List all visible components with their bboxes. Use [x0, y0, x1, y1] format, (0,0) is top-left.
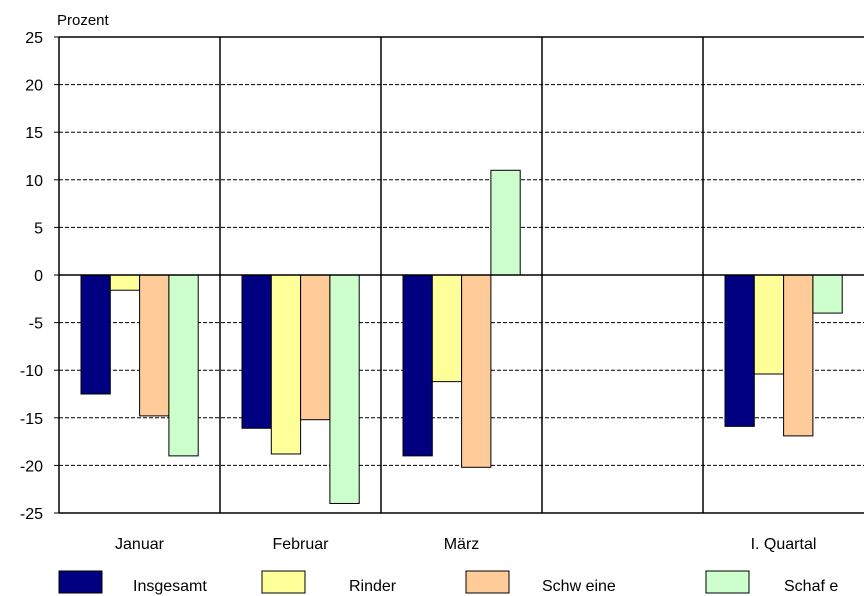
bars [80, 169, 843, 504]
y-tick-label: -15 [20, 411, 43, 428]
y-tick-label: 10 [25, 173, 43, 190]
bar [329, 274, 360, 504]
y-tick-label: -20 [20, 458, 43, 475]
y-tick-label: 15 [25, 125, 43, 142]
bar [139, 274, 170, 417]
y-tick-label: -25 [20, 506, 43, 523]
legend-swatch [261, 570, 306, 594]
y-tick-labels: -25 -20 -15 -10 -5 0 5 10 15 20 25 [20, 30, 43, 523]
category-label: I. Quartal [751, 536, 817, 553]
bar [461, 274, 492, 468]
bar [241, 274, 272, 429]
bar [753, 274, 785, 375]
y-tick-label: -5 [29, 316, 43, 333]
bar [109, 274, 141, 291]
legend-label: Insgesamt [133, 578, 207, 595]
y-axis-unit-label: Prozent [57, 12, 110, 29]
legend-label: Schw eine [542, 578, 616, 595]
legend-swatch [58, 570, 103, 594]
legend-swatch [705, 570, 750, 594]
bar [80, 274, 111, 395]
y-tick-label: -10 [20, 363, 43, 380]
legend-label: Schaf e [784, 578, 838, 595]
y-tick-label: 0 [34, 268, 43, 285]
axes [54, 36, 864, 514]
bar [168, 274, 199, 457]
legend-label: Rinder [349, 578, 397, 595]
bar [402, 274, 433, 457]
legend-swatch [465, 570, 510, 594]
bar [783, 274, 814, 437]
category-labels: Januar Februar März I. Quartal [115, 536, 816, 553]
bar [812, 274, 843, 314]
legend: Insgesamt Rinder Schw eine Schaf e [58, 570, 838, 595]
y-tick-label: 5 [34, 220, 43, 237]
category-label: Januar [115, 536, 165, 553]
bar [431, 274, 463, 383]
y-tick-label: 20 [25, 78, 43, 95]
bar [490, 169, 521, 276]
bar [270, 274, 302, 455]
bar [724, 274, 755, 427]
bar [300, 274, 331, 421]
category-label: Februar [272, 536, 329, 553]
category-label: März [444, 536, 480, 553]
y-tick-label: 25 [25, 30, 43, 47]
